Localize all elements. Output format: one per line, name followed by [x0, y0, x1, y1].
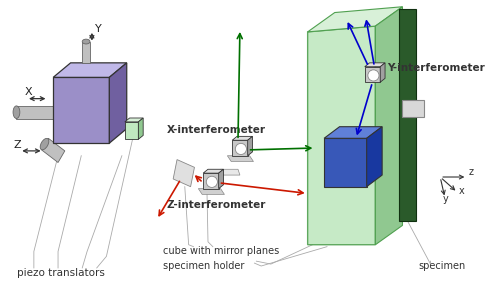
Text: Y: Y	[95, 24, 102, 34]
Polygon shape	[365, 67, 380, 82]
Polygon shape	[324, 127, 382, 138]
Polygon shape	[53, 77, 109, 143]
Text: X-interferometer: X-interferometer	[166, 124, 266, 135]
Polygon shape	[17, 106, 53, 119]
Text: Y-interferometer: Y-interferometer	[387, 63, 485, 73]
Polygon shape	[173, 160, 195, 187]
Text: z: z	[468, 167, 473, 177]
Polygon shape	[247, 136, 253, 156]
Polygon shape	[307, 7, 403, 32]
Text: cube with mirror planes: cube with mirror planes	[162, 246, 279, 256]
Polygon shape	[53, 63, 127, 77]
Polygon shape	[227, 156, 254, 162]
Polygon shape	[403, 100, 424, 117]
Polygon shape	[366, 127, 382, 187]
Polygon shape	[399, 9, 416, 221]
Polygon shape	[109, 63, 127, 143]
Text: Z-interferometer: Z-interferometer	[166, 200, 266, 210]
Circle shape	[206, 176, 217, 187]
Polygon shape	[375, 7, 403, 245]
Polygon shape	[82, 42, 90, 63]
Text: X: X	[24, 87, 32, 97]
Text: Z: Z	[14, 140, 21, 150]
Polygon shape	[380, 63, 385, 82]
Polygon shape	[138, 118, 143, 139]
Text: piezo translators: piezo translators	[18, 268, 105, 278]
Circle shape	[368, 70, 379, 81]
Polygon shape	[203, 173, 219, 189]
Ellipse shape	[40, 138, 49, 150]
Ellipse shape	[82, 39, 90, 44]
Polygon shape	[219, 169, 240, 175]
Text: specimen: specimen	[418, 261, 465, 271]
Polygon shape	[365, 63, 385, 67]
Polygon shape	[203, 169, 223, 173]
Polygon shape	[324, 138, 366, 187]
Ellipse shape	[13, 106, 20, 119]
Polygon shape	[219, 169, 223, 189]
Polygon shape	[125, 118, 143, 122]
Polygon shape	[125, 122, 138, 139]
Polygon shape	[307, 26, 375, 245]
Polygon shape	[232, 140, 247, 156]
Polygon shape	[42, 138, 65, 163]
Text: x: x	[459, 186, 464, 196]
Text: specimen holder: specimen holder	[162, 261, 244, 271]
Text: y: y	[443, 194, 449, 204]
Circle shape	[235, 143, 246, 155]
Polygon shape	[199, 189, 224, 194]
Polygon shape	[232, 136, 253, 140]
